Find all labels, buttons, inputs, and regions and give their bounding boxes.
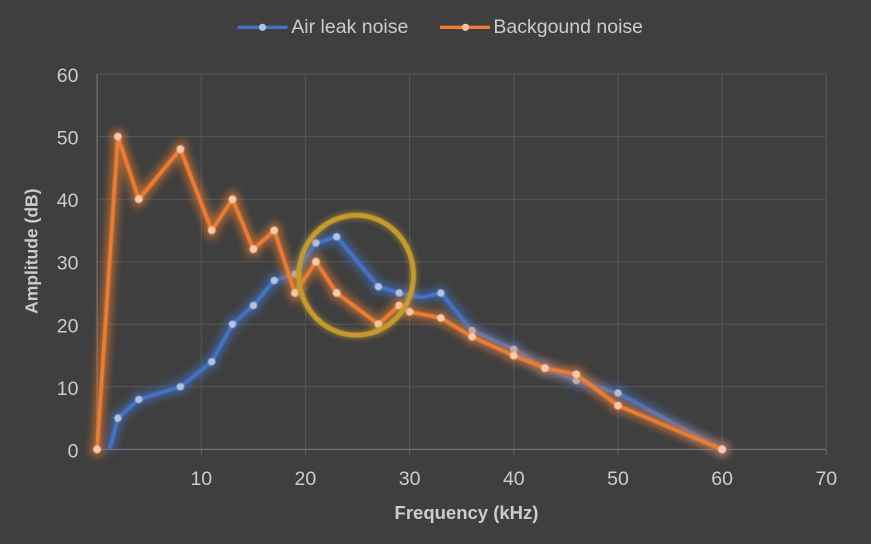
svg-text:70: 70 [815, 468, 837, 490]
svg-text:50: 50 [57, 128, 79, 150]
svg-text:10: 10 [57, 378, 79, 400]
svg-text:Backgound noise: Backgound noise [493, 16, 643, 38]
svg-text:Air leak noise: Air leak noise [291, 16, 408, 38]
svg-text:Frequency (kHz): Frequency (kHz) [395, 502, 539, 523]
svg-text:10: 10 [190, 468, 212, 490]
svg-text:40: 40 [503, 468, 525, 490]
svg-text:60: 60 [57, 65, 79, 87]
svg-text:40: 40 [57, 190, 79, 212]
svg-text:20: 20 [295, 468, 317, 490]
svg-text:30: 30 [57, 253, 79, 275]
svg-text:30: 30 [399, 468, 421, 490]
svg-text:50: 50 [607, 468, 629, 490]
svg-text:20: 20 [57, 315, 79, 337]
svg-text:Amplitude (dB): Amplitude (dB) [21, 188, 41, 313]
svg-text:60: 60 [711, 468, 733, 490]
svg-text:0: 0 [68, 440, 79, 462]
